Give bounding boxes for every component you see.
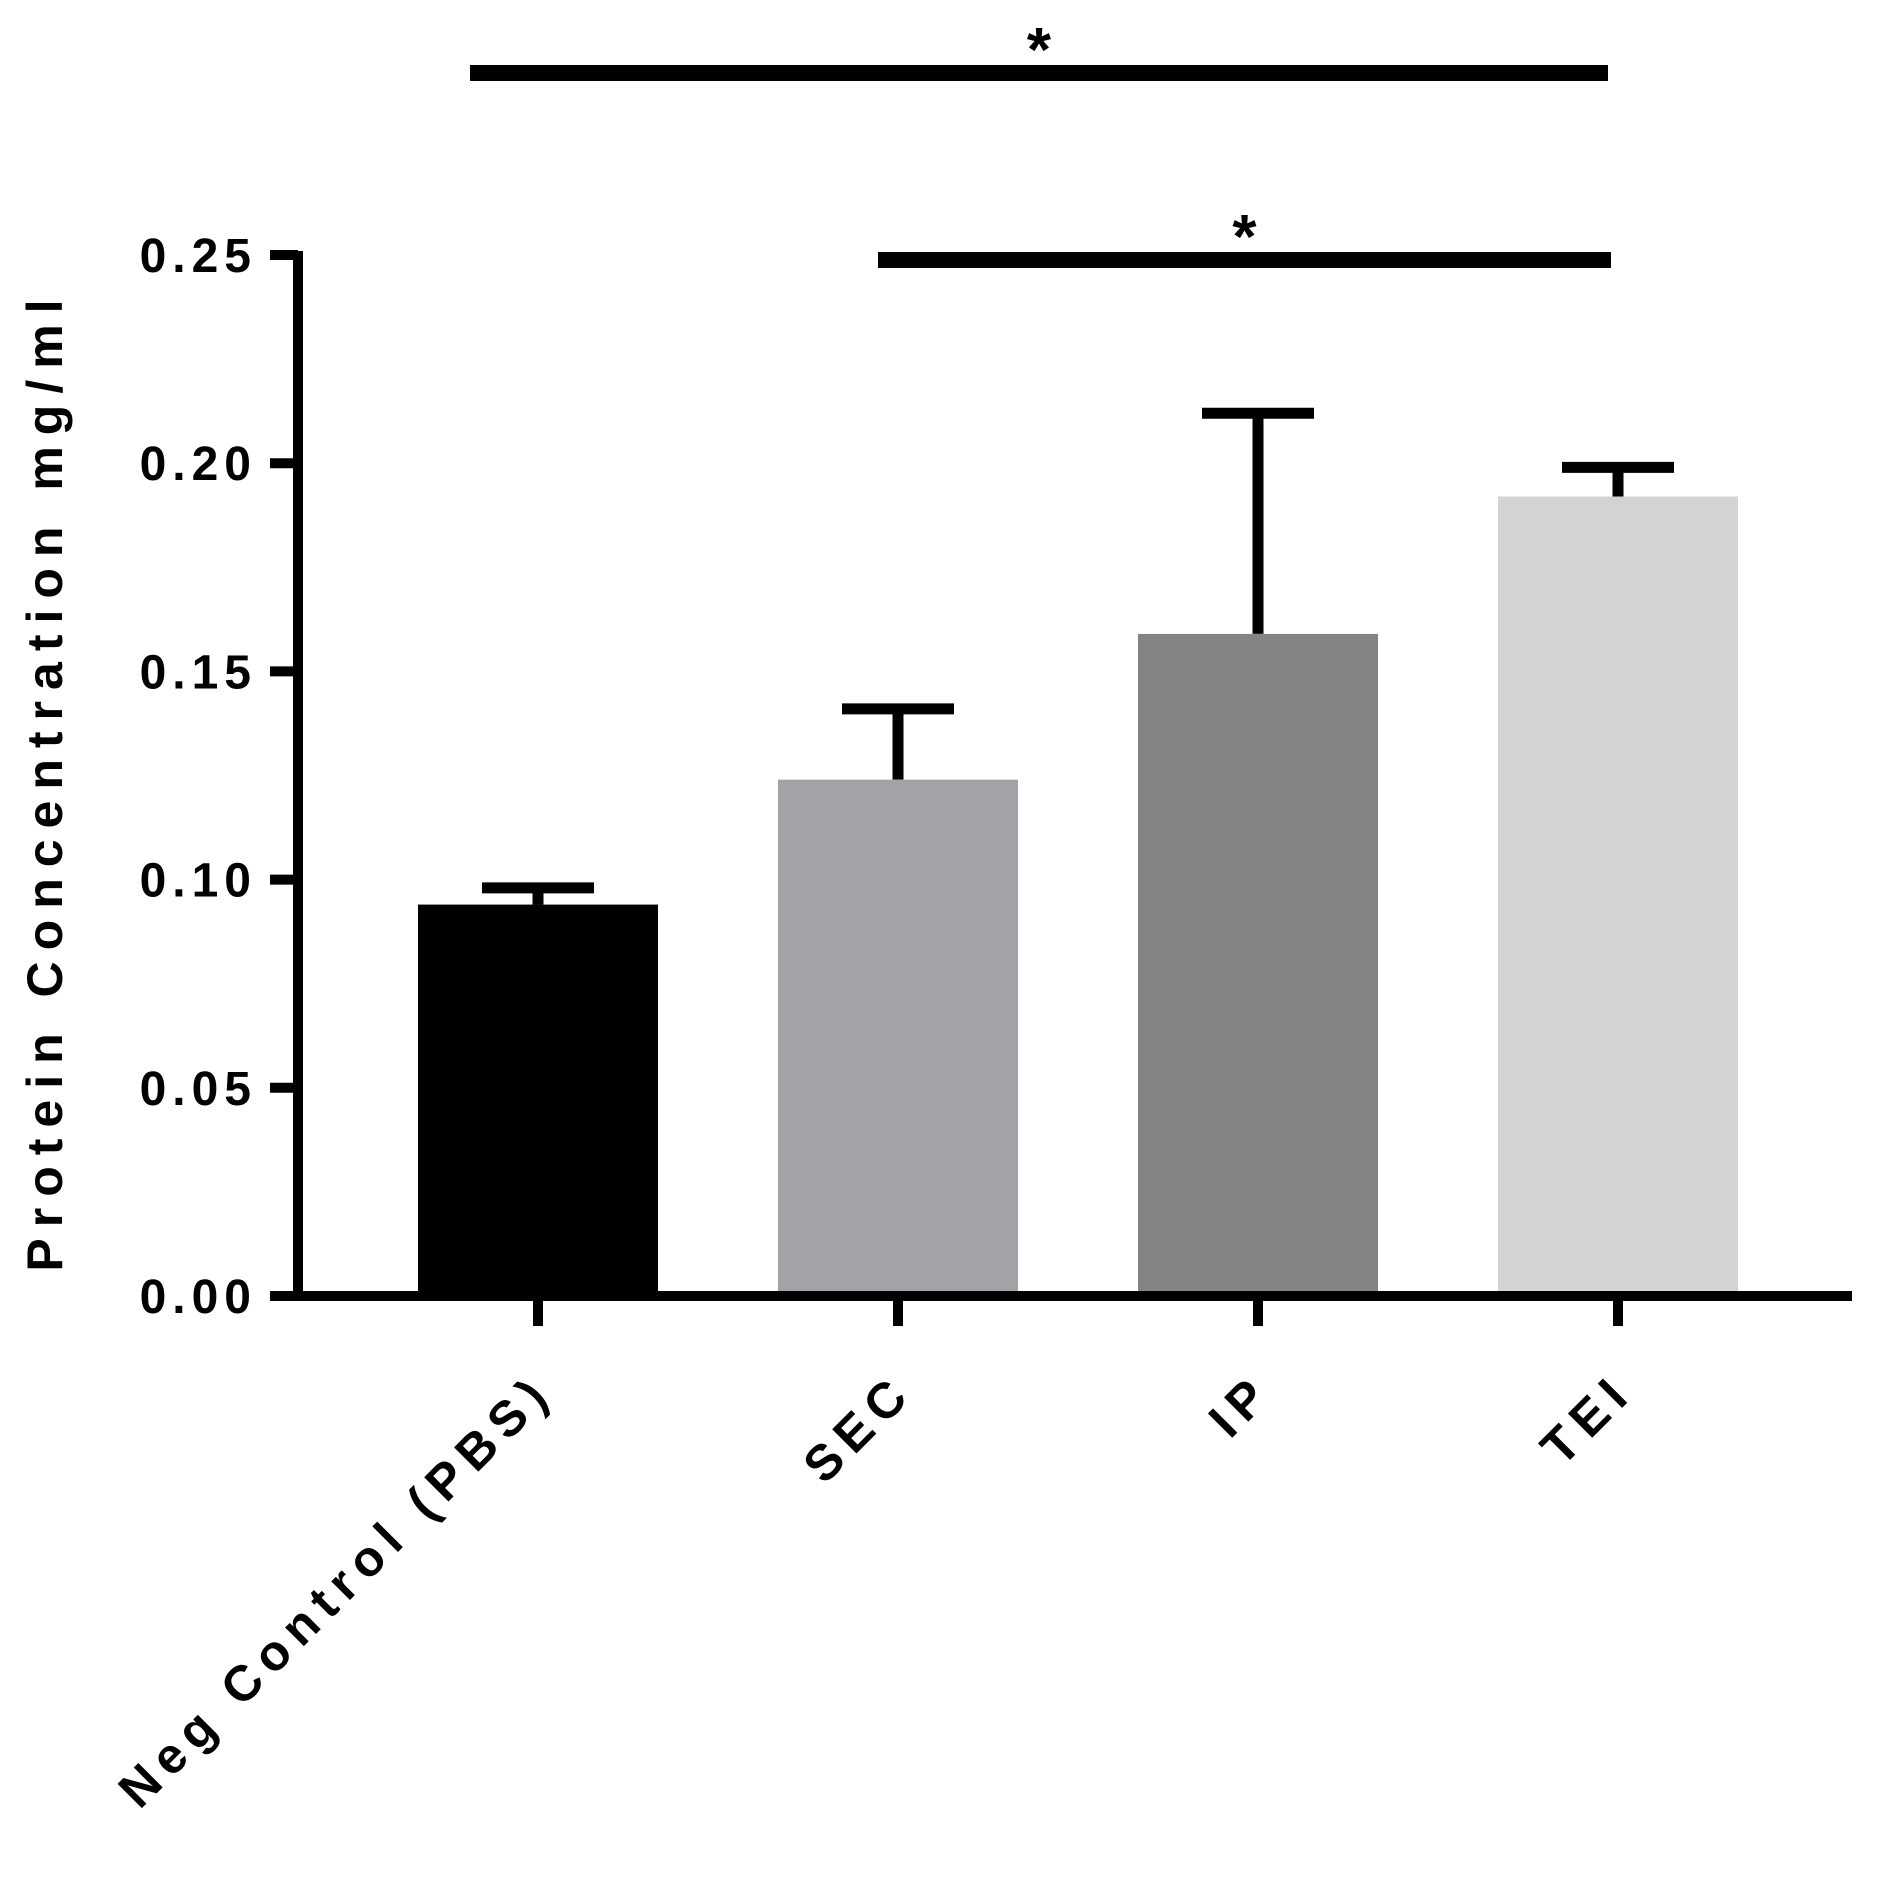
y-axis-label: Protein Concentration mg/ml [17,288,73,1271]
y-tick-label: 0.25 [140,230,257,283]
y-tick-label: 0.15 [140,646,257,699]
bar-1 [778,779,1018,1296]
x-tick-label: SEC [792,1362,923,1493]
bar-2 [1138,633,1378,1296]
significance-star: * [1232,203,1257,272]
x-tick-label: IP [1198,1362,1284,1448]
x-tick-label: TEI [1530,1362,1644,1476]
y-tick-label: 0.00 [140,1271,257,1324]
y-tick-label: 0.05 [140,1063,257,1116]
x-tick-label: Neg Control (PBS) [108,1362,564,1818]
y-tick-label: 0.20 [140,438,257,491]
y-tick-label: 0.10 [140,855,257,908]
bar-0 [418,904,658,1296]
bar-3 [1498,496,1738,1297]
significance-star: * [1027,16,1052,85]
